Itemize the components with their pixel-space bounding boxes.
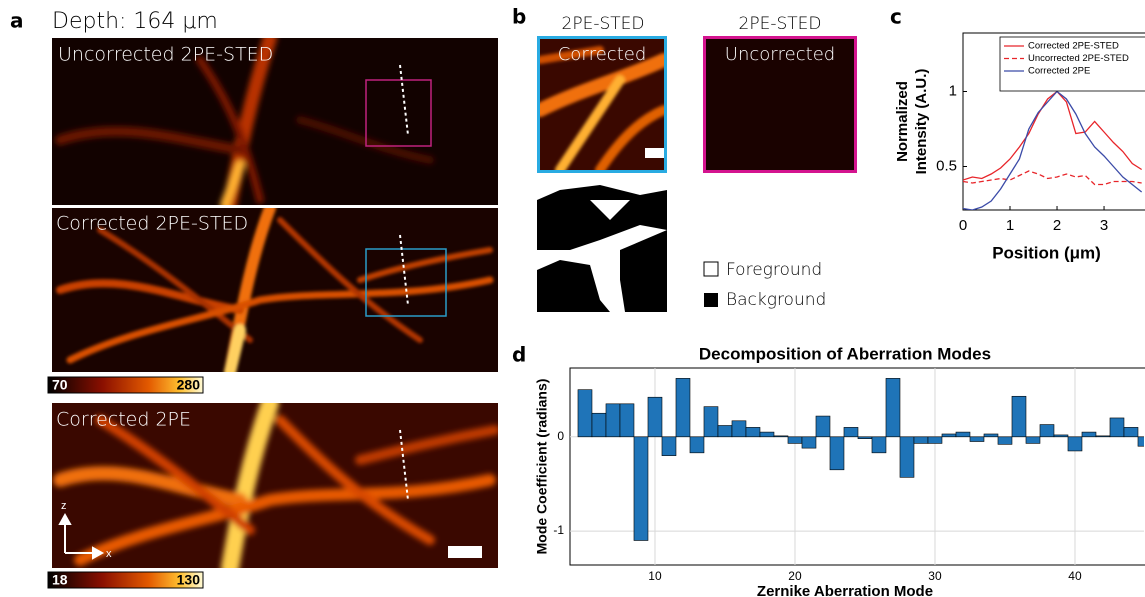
bar — [928, 437, 942, 444]
bar — [648, 397, 662, 437]
bar — [1040, 425, 1054, 437]
bar — [1138, 437, 1145, 446]
bar — [1012, 396, 1026, 437]
legend-swatch — [704, 262, 718, 276]
panel-label: b — [512, 5, 526, 29]
bar — [620, 404, 634, 437]
image-label: Corrected 2PE — [56, 409, 191, 431]
bar — [690, 437, 704, 453]
bar — [1068, 437, 1082, 451]
bar — [1054, 435, 1068, 437]
scale-bar — [448, 546, 482, 558]
image-header: 2PE-STED — [562, 14, 645, 34]
x-tick-label: 1 — [1006, 217, 1014, 234]
bar — [802, 437, 816, 448]
bar — [956, 432, 970, 437]
image-label: Corrected 2PE-STED — [56, 213, 248, 235]
x-tick-label: 20 — [788, 569, 802, 583]
x-tick-label: 3 — [1100, 217, 1108, 234]
image-label: Uncorrected 2PE-STED — [58, 44, 273, 66]
y-axis-label-line: Normalized — [894, 81, 911, 162]
bar — [1124, 427, 1138, 436]
y-tick-label: 0.5 — [936, 157, 957, 174]
x-tick-label: 40 — [1068, 569, 1082, 583]
bar — [816, 416, 830, 437]
figure: a Depth: 164 μm Uncorrected 2PE-STED Cor… — [0, 0, 1145, 597]
bar — [788, 437, 802, 444]
bar — [634, 437, 648, 541]
x-tick-label: 0 — [959, 217, 967, 234]
legend-label: Corrected 2PE-STED — [1028, 41, 1119, 52]
legend-label: Uncorrected 2PE-STED — [1028, 53, 1129, 64]
image-header: 2PE-STED — [739, 14, 822, 34]
legend-swatch — [704, 293, 718, 307]
panel-title: Depth: 164 μm — [52, 9, 218, 34]
bar — [844, 427, 858, 436]
bar — [676, 378, 690, 436]
bar — [970, 437, 984, 442]
legend-label: Foreground — [726, 260, 822, 280]
bar — [914, 437, 928, 444]
bar — [718, 425, 732, 436]
y-tick-label: 0 — [557, 429, 564, 443]
y-axis-label-line: Intensity (A.U.) — [913, 69, 930, 175]
image-label: Corrected — [558, 44, 647, 65]
bar — [942, 434, 956, 437]
bar — [592, 413, 606, 437]
colorbar-max: 130 — [177, 572, 201, 588]
y-axis-label: Mode Coefficient (radians) — [534, 379, 550, 555]
image-label: Uncorrected — [725, 44, 835, 65]
bar — [578, 390, 592, 437]
x-axis-label: Zernike Aberration Mode — [757, 583, 933, 597]
bar — [1082, 432, 1096, 437]
legend-label: Corrected 2PE — [1028, 66, 1090, 77]
bar — [886, 378, 900, 436]
colorbar-max: 280 — [177, 377, 201, 393]
bar — [872, 437, 886, 453]
bar — [1096, 436, 1110, 437]
panel-label: a — [10, 9, 24, 33]
x-axis-label: Position (μm) — [992, 243, 1101, 262]
bar — [830, 437, 844, 470]
colorbar-min: 18 — [52, 572, 68, 588]
bar — [998, 437, 1012, 445]
bar — [1110, 418, 1124, 437]
panel-label: c — [890, 5, 902, 29]
y-tick-label: 1 — [949, 82, 957, 99]
x-tick-label: 30 — [928, 569, 942, 583]
x-tick-label: 10 — [648, 569, 662, 583]
bar — [662, 437, 676, 456]
panel-label: d — [512, 343, 526, 367]
legend-label: Background — [726, 290, 826, 310]
bar — [732, 421, 746, 437]
bar — [1026, 437, 1040, 444]
bar — [760, 432, 774, 437]
bar — [774, 436, 788, 437]
chart-title: Decomposition of Aberration Modes — [699, 344, 991, 363]
bar — [746, 427, 760, 436]
bar — [606, 404, 620, 437]
colorbar-min: 70 — [52, 377, 68, 393]
x-tick-label: 2 — [1053, 217, 1061, 234]
axis-label: z — [61, 500, 67, 512]
bar — [704, 407, 718, 437]
bar — [858, 437, 872, 439]
axis-label: x — [106, 548, 112, 560]
y-tick-label: -1 — [553, 523, 564, 537]
bar — [900, 437, 914, 478]
bar — [984, 434, 998, 437]
segmentation-mask — [537, 180, 667, 312]
